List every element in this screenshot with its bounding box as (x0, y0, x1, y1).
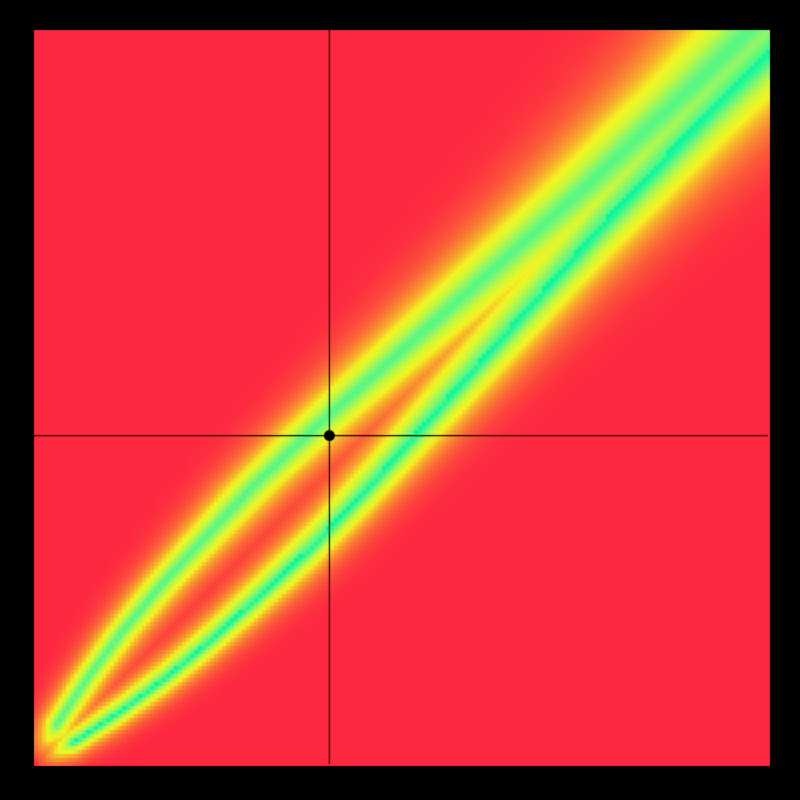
watermark-label: TheBottleneck.com (585, 2, 788, 28)
bottleneck-heatmap (0, 0, 800, 800)
